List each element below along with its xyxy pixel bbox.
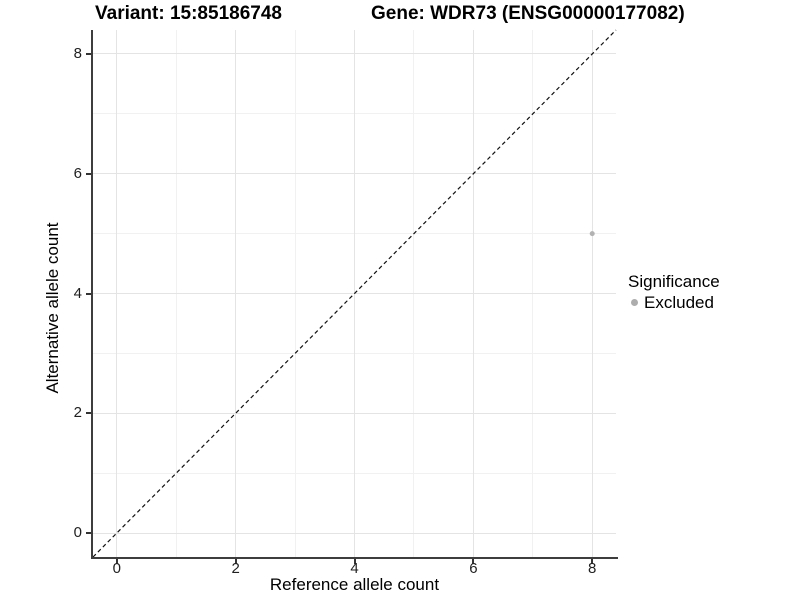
y-tick-mark bbox=[86, 292, 91, 295]
x-tick-label: 8 bbox=[588, 560, 597, 577]
legend-item-excluded: Excluded bbox=[628, 293, 720, 312]
x-tick-mark bbox=[591, 559, 594, 564]
gene-title: Gene: WDR73 (ENSG00000177082) bbox=[371, 3, 685, 24]
gridline-horizontal-major bbox=[93, 532, 616, 534]
y-tick-mark bbox=[86, 412, 91, 415]
gridline-horizontal-major bbox=[93, 53, 616, 55]
gridline-horizontal-major bbox=[93, 412, 616, 414]
y-tick-label: 8 bbox=[73, 44, 82, 62]
identity-reference-line bbox=[92, 29, 617, 558]
gridline-horizontal-major bbox=[93, 173, 616, 175]
legend-title: Significance bbox=[628, 272, 720, 291]
y-tick-label: 4 bbox=[73, 284, 82, 302]
plot-panel bbox=[92, 29, 617, 558]
legend: Significance Excluded bbox=[628, 272, 720, 312]
data-point[interactable] bbox=[589, 231, 595, 237]
x-axis-line bbox=[91, 557, 618, 559]
legend-item-label: Excluded bbox=[644, 293, 714, 312]
x-tick-label: 0 bbox=[112, 560, 121, 577]
x-tick-label: 2 bbox=[231, 560, 240, 577]
y-tick-mark bbox=[86, 532, 91, 535]
x-tick-mark bbox=[115, 559, 118, 564]
x-tick-label: 6 bbox=[469, 560, 478, 577]
chart-canvas bbox=[92, 29, 617, 558]
x-tick-mark bbox=[353, 559, 356, 564]
x-tick-label: 4 bbox=[350, 560, 359, 577]
y-axis-title: Alternative allele count bbox=[43, 222, 62, 394]
y-tick-mark bbox=[86, 172, 91, 175]
variant-title: Variant: 15:85186748 bbox=[95, 3, 282, 24]
y-tick-mark bbox=[86, 52, 91, 55]
y-tick-label: 2 bbox=[73, 404, 82, 422]
x-tick-mark bbox=[234, 559, 237, 564]
x-axis-title: Reference allele count bbox=[269, 575, 440, 594]
y-axis-line bbox=[91, 30, 93, 559]
x-tick-mark bbox=[472, 559, 475, 564]
y-tick-label: 6 bbox=[73, 164, 82, 182]
excluded-point-icon bbox=[631, 299, 638, 306]
y-tick-label: 0 bbox=[73, 524, 82, 542]
